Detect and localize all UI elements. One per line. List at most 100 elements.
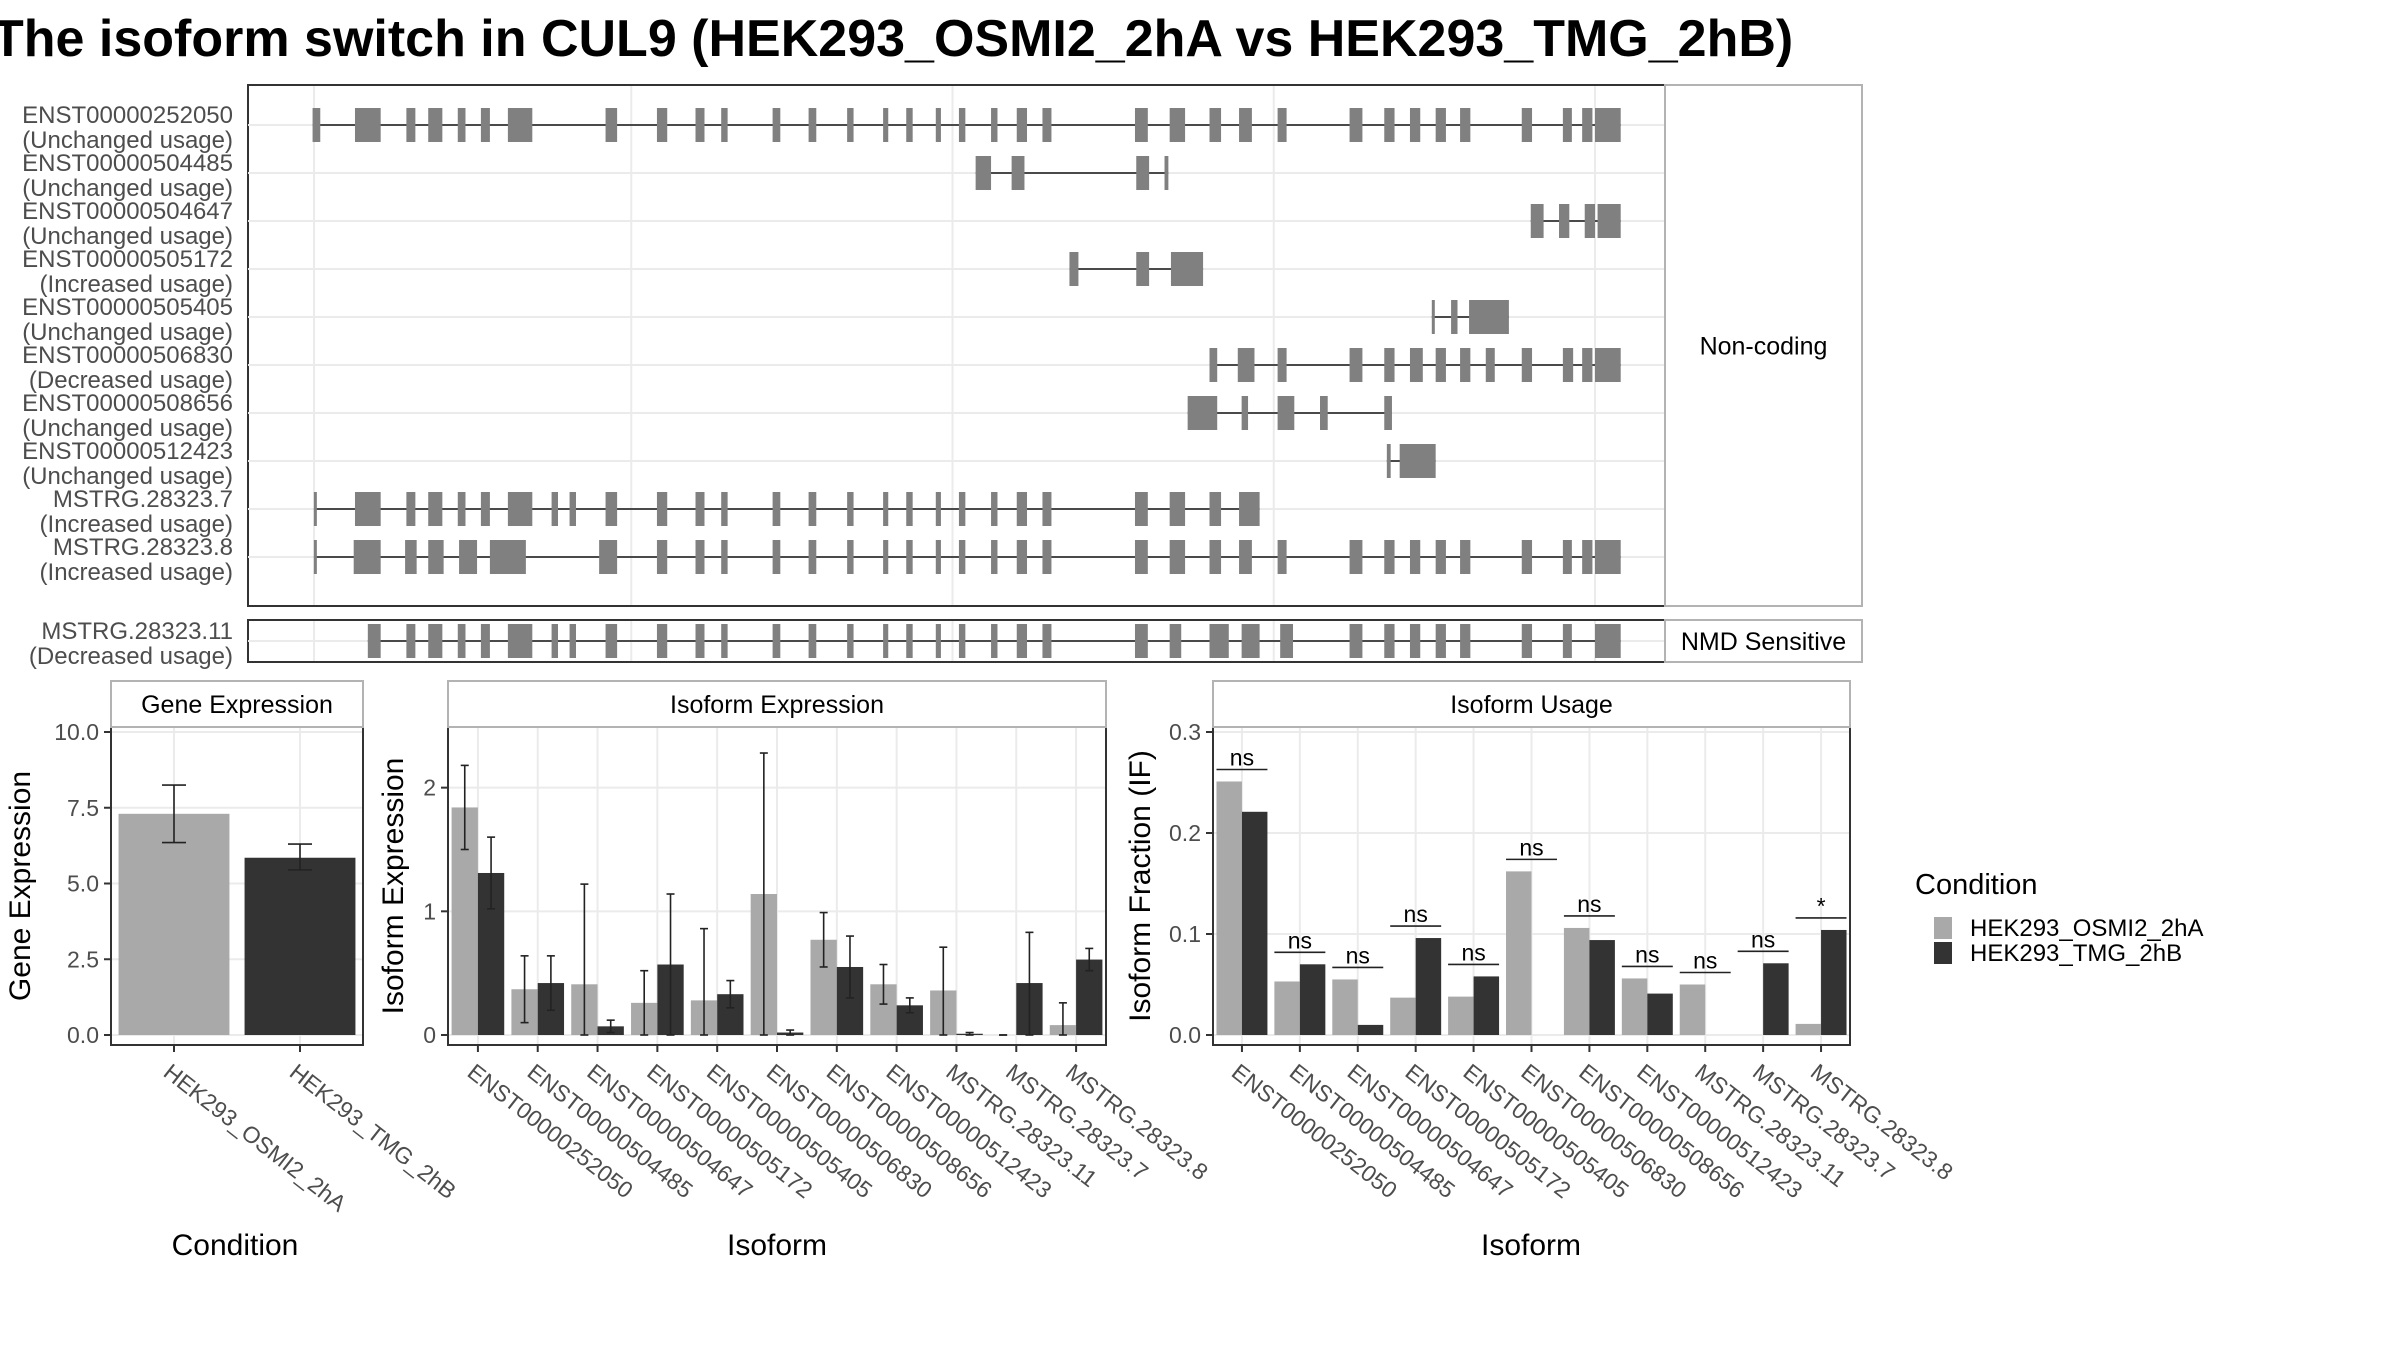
panel-strip-2 bbox=[1212, 680, 1851, 728]
exon bbox=[1386, 444, 1391, 478]
bar-panels: Gene Expression0.02.55.07.510.0HEK293_OS… bbox=[4, 680, 1958, 1262]
bar-a bbox=[1563, 927, 1590, 1035]
legend-swatch bbox=[1934, 942, 1952, 964]
exon bbox=[772, 624, 781, 658]
exon bbox=[1239, 492, 1260, 526]
y-axis-title: Isoform Expression bbox=[377, 758, 410, 1015]
exon bbox=[354, 492, 381, 526]
exon bbox=[428, 540, 444, 574]
exon bbox=[1136, 156, 1150, 190]
bar-b bbox=[244, 857, 356, 1035]
exon bbox=[695, 540, 705, 574]
significance-label: ns bbox=[1693, 948, 1717, 974]
exon bbox=[1136, 252, 1150, 286]
exon bbox=[1384, 624, 1395, 658]
exon bbox=[367, 624, 381, 658]
panel-strip-0 bbox=[110, 680, 364, 728]
bar-a bbox=[1390, 997, 1416, 1035]
transcript-id: MSTRG.28323.11 bbox=[41, 618, 233, 645]
exon bbox=[883, 540, 889, 574]
exon bbox=[935, 624, 941, 658]
exon bbox=[906, 492, 913, 526]
exon bbox=[457, 624, 466, 658]
exon bbox=[1016, 108, 1028, 142]
exon bbox=[480, 624, 490, 658]
exon bbox=[605, 492, 618, 526]
exon bbox=[1521, 540, 1533, 574]
y-tick-label: 5.0 bbox=[67, 871, 99, 897]
bar-b bbox=[1415, 938, 1442, 1035]
bar-a bbox=[118, 813, 230, 1035]
exon bbox=[656, 624, 668, 658]
exon bbox=[457, 492, 466, 526]
exon bbox=[1597, 204, 1621, 238]
exon bbox=[1209, 624, 1229, 658]
exon bbox=[847, 492, 854, 526]
exon bbox=[906, 540, 913, 574]
exon bbox=[991, 108, 998, 142]
transcript-id: ENST00000504647 bbox=[22, 198, 233, 225]
y-tick-label: 1 bbox=[423, 898, 436, 924]
exon bbox=[1349, 108, 1363, 142]
x-axis-title: Condition bbox=[172, 1229, 299, 1262]
exon bbox=[489, 540, 526, 574]
exon bbox=[1384, 348, 1395, 382]
exon bbox=[1582, 108, 1593, 142]
significance-label: ns bbox=[1751, 926, 1775, 952]
transcript-usage: (Unchanged usage) bbox=[22, 415, 233, 442]
bar-a bbox=[1679, 984, 1706, 1035]
exon bbox=[1170, 252, 1204, 286]
exon bbox=[906, 624, 913, 658]
exon bbox=[313, 492, 317, 526]
bar-a bbox=[1621, 978, 1648, 1035]
transcript-usage: (Decreased usage) bbox=[29, 643, 233, 670]
significance-label: ns bbox=[1635, 941, 1659, 967]
transcript-usage: (Unchanged usage) bbox=[22, 175, 233, 202]
exon bbox=[695, 492, 705, 526]
exon bbox=[1409, 624, 1421, 658]
exon bbox=[808, 624, 817, 658]
exon bbox=[695, 108, 705, 142]
exon bbox=[1384, 108, 1395, 142]
y-tick-label: 0.2 bbox=[1169, 820, 1201, 846]
exon bbox=[1134, 492, 1148, 526]
exon bbox=[772, 492, 781, 526]
exon bbox=[883, 492, 889, 526]
exon bbox=[958, 624, 966, 658]
exon bbox=[1399, 444, 1436, 478]
exon bbox=[1562, 540, 1572, 574]
legend-item-label: HEK293_OSMI2_2hA bbox=[1970, 915, 2203, 942]
exon bbox=[1241, 396, 1249, 430]
significance-label: ns bbox=[1288, 927, 1312, 953]
transcript-id: MSTRG.28323.8 bbox=[53, 534, 233, 561]
exon bbox=[1349, 348, 1363, 382]
exon bbox=[1349, 624, 1363, 658]
exon bbox=[935, 540, 941, 574]
exon bbox=[1460, 108, 1471, 142]
bar-a bbox=[1274, 981, 1300, 1035]
transcript-usage: (Unchanged usage) bbox=[22, 223, 233, 250]
exon bbox=[1521, 624, 1533, 658]
exon bbox=[1409, 348, 1423, 382]
y-tick-label: 2.5 bbox=[67, 946, 99, 972]
y-axis-title: Gene Expression bbox=[4, 771, 37, 1001]
bar-a bbox=[1506, 871, 1532, 1035]
exon bbox=[695, 624, 705, 658]
exon bbox=[1169, 624, 1182, 658]
exon bbox=[1277, 540, 1287, 574]
y-tick-label: 0.0 bbox=[67, 1022, 99, 1048]
exon bbox=[991, 540, 998, 574]
exon bbox=[1521, 348, 1533, 382]
significance-label: ns bbox=[1230, 744, 1254, 770]
exon bbox=[1384, 540, 1395, 574]
y-tick-label: 0 bbox=[423, 1022, 436, 1048]
legend-swatch bbox=[1934, 917, 1952, 939]
exon bbox=[1562, 624, 1572, 658]
exon bbox=[656, 540, 668, 574]
exon bbox=[847, 540, 854, 574]
exon bbox=[1435, 108, 1446, 142]
exon bbox=[605, 624, 618, 658]
